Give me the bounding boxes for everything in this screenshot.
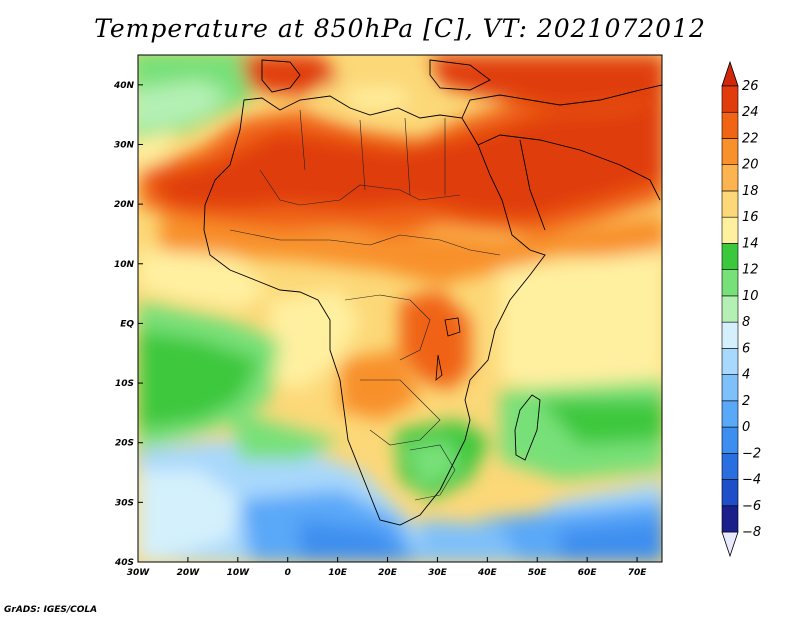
lon-tick-label: 20W xyxy=(177,568,201,578)
colorbar-label: 26 xyxy=(742,79,759,94)
colorbar-label: 6 xyxy=(742,341,750,356)
lon-tick-label: 70E xyxy=(628,568,648,578)
colorbar-swatch xyxy=(721,400,739,428)
lakes xyxy=(435,317,461,381)
lon-tick-label: 20E xyxy=(378,568,398,578)
colorbar-label: 12 xyxy=(742,263,759,278)
lon-tick-label: 60E xyxy=(578,568,598,578)
colorbar-label: 20 xyxy=(742,158,759,173)
colorbar-label: 4 xyxy=(742,368,750,383)
colorbar-label: −4 xyxy=(742,473,761,488)
colorbar-label: 14 xyxy=(742,236,759,251)
colorbar-label: 8 xyxy=(742,315,750,330)
colorbar-swatch xyxy=(721,452,739,480)
lon-tick-label: 30W xyxy=(127,568,151,578)
colorbar-label: 0 xyxy=(742,420,750,435)
colorbar-swatch xyxy=(721,111,739,139)
lon-tick-label: 10W xyxy=(227,568,251,578)
lon-tick-label: 30E xyxy=(428,568,448,578)
colorbar-swatch xyxy=(721,190,739,218)
colorbar-label: 16 xyxy=(742,210,759,225)
latitude-axis: 40N 30N 20N 10N EQ 10S 20S 30S 40S xyxy=(113,81,143,568)
map-title: Temperature at 850hPa [C], VT: 202107201… xyxy=(94,14,706,43)
country-borders xyxy=(229,109,501,501)
lon-tick-label: 50E xyxy=(528,568,548,578)
lat-tick-label: EQ xyxy=(120,319,134,329)
lat-tick-label: 20N xyxy=(114,200,135,210)
colorbar-label: 22 xyxy=(742,131,759,146)
colorbar-label: −6 xyxy=(742,499,761,514)
colorbar-swatch xyxy=(721,85,739,113)
credit-text: GrADS: IGES/COLA xyxy=(4,605,98,615)
lat-tick-label: 40S xyxy=(114,558,134,568)
longitude-axis: 30W 20W 10W 0 10E 20E 30E 40E 50E 60E 70E xyxy=(127,557,647,578)
lat-tick-label: 30S xyxy=(115,498,134,508)
colorbar-under-arrow xyxy=(721,531,739,558)
lon-tick-label: 40E xyxy=(477,568,498,578)
coastlines xyxy=(203,59,662,526)
colorbar-swatch xyxy=(721,216,739,244)
colorbar-swatch xyxy=(721,426,739,454)
map-frame xyxy=(137,54,663,563)
colorbar-swatch xyxy=(721,348,739,375)
colorbar-swatch xyxy=(721,295,739,323)
colorbar-label: 18 xyxy=(742,184,759,199)
colorbar-swatch xyxy=(721,269,739,297)
colorbar-swatch xyxy=(721,374,739,402)
lat-tick-label: 30N xyxy=(114,140,135,150)
colorbar-label: −2 xyxy=(742,446,761,461)
lon-tick-label: 0 xyxy=(285,568,291,578)
lat-tick-label: 10N xyxy=(114,260,135,270)
lon-tick-label: 10E xyxy=(328,568,348,578)
lat-tick-label: 10S xyxy=(115,379,134,389)
temperature-field xyxy=(138,55,662,562)
colorbar-swatch xyxy=(721,138,739,166)
lat-tick-label: 40N xyxy=(113,81,135,91)
colorbar-swatch xyxy=(721,321,739,349)
colorbar-swatch xyxy=(721,164,739,192)
colorbar-over-arrow xyxy=(721,60,739,87)
colorbar-label: 2 xyxy=(742,394,750,409)
colorbar-swatch xyxy=(721,243,739,270)
colorbar-label: 10 xyxy=(742,289,759,304)
colorbar-swatch xyxy=(721,505,739,533)
colorbar-label: 24 xyxy=(742,105,759,120)
lat-tick-label: 20S xyxy=(115,439,134,449)
colorbar-swatch xyxy=(721,479,739,507)
colorbar-label: −8 xyxy=(742,525,761,540)
